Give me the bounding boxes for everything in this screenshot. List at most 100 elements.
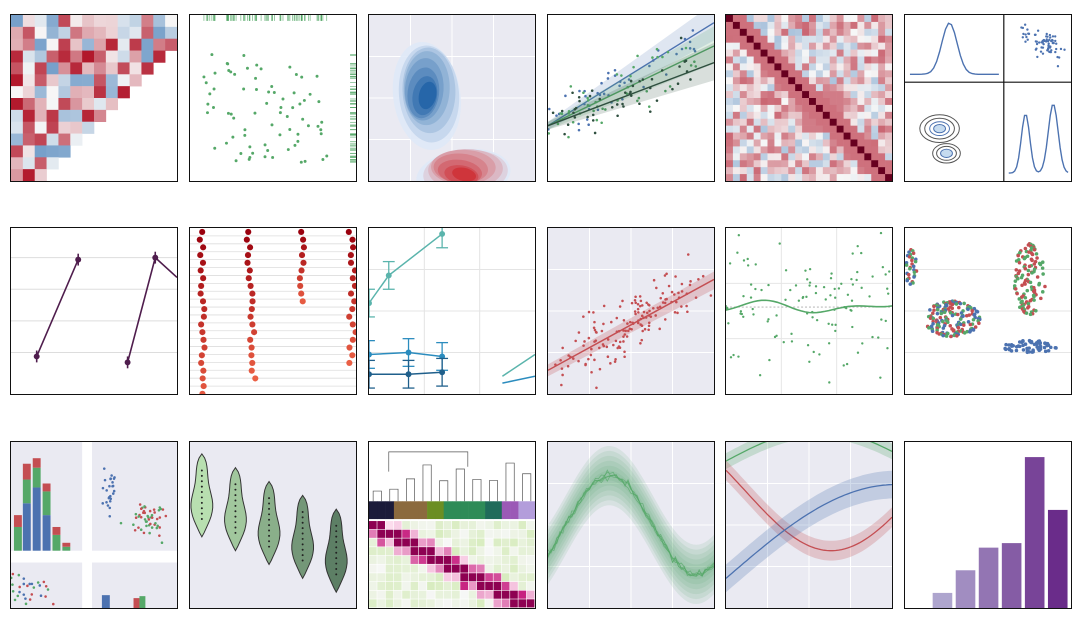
clustermap-cell bbox=[493, 564, 502, 573]
heatmap-cell bbox=[726, 21, 734, 30]
heatmap-cell bbox=[815, 174, 824, 181]
scatter-point bbox=[596, 108, 600, 112]
swarm-point bbox=[942, 310, 947, 314]
strip-dot bbox=[352, 329, 356, 336]
heatmap-cell bbox=[878, 118, 886, 126]
heatmap-cell bbox=[871, 111, 879, 120]
heatmap-cell bbox=[836, 111, 844, 120]
heatmap-cell bbox=[850, 77, 858, 85]
heatmap-cell bbox=[739, 35, 748, 43]
scatter-point bbox=[263, 143, 267, 147]
heatmap-cell bbox=[753, 174, 761, 181]
clustermap-cell bbox=[501, 521, 510, 530]
row-color-band bbox=[443, 501, 453, 520]
strip-dot bbox=[197, 252, 204, 259]
scatter-point bbox=[155, 517, 159, 521]
ci-band bbox=[726, 442, 892, 469]
heatmap-cell bbox=[878, 84, 886, 92]
clustermap-cell bbox=[402, 529, 410, 538]
scatter-point bbox=[251, 151, 255, 155]
heatmap-cell bbox=[46, 38, 59, 51]
heatmap-cell bbox=[871, 84, 879, 92]
heatmap-cell bbox=[809, 167, 817, 175]
scatter-point bbox=[628, 320, 632, 324]
heatmap-cell bbox=[815, 49, 824, 57]
scatter-point bbox=[110, 474, 113, 477]
scatter-point bbox=[737, 355, 740, 358]
clustermap-cell bbox=[485, 581, 493, 591]
scatter-point bbox=[627, 329, 630, 333]
heatmap-cell bbox=[141, 62, 154, 75]
heatmap-cell bbox=[767, 63, 775, 71]
scatter-point bbox=[22, 577, 26, 580]
swarm-point bbox=[1014, 259, 1019, 263]
heatmap-cell bbox=[788, 70, 796, 78]
heatmap-cell bbox=[802, 98, 810, 106]
heatmap-cell bbox=[829, 153, 837, 161]
heatmap-cell bbox=[802, 139, 810, 147]
scatter-point bbox=[213, 146, 217, 150]
clustermap-cell bbox=[418, 547, 427, 556]
heatmap-cell bbox=[809, 49, 817, 57]
scatter-point bbox=[887, 292, 890, 295]
clustermap-cell bbox=[385, 590, 394, 599]
heatmap-cell bbox=[815, 28, 824, 37]
heatmap-cell bbox=[795, 160, 803, 168]
heatmap-cell bbox=[732, 98, 741, 106]
heatmap-cell bbox=[850, 28, 858, 37]
scatter-point bbox=[1047, 42, 1050, 45]
scatter-point bbox=[615, 316, 619, 320]
point-marker bbox=[369, 351, 372, 358]
scatter-point bbox=[583, 340, 586, 343]
scatter-point bbox=[159, 507, 162, 511]
scatter-point bbox=[296, 139, 300, 143]
heatmap-cell bbox=[864, 132, 872, 140]
scatter-point bbox=[302, 98, 306, 102]
clustermap-cell bbox=[460, 547, 469, 556]
swarm-point bbox=[935, 307, 940, 312]
heatmap-cell bbox=[822, 91, 831, 99]
scatter-point bbox=[671, 87, 674, 91]
chart-panel-line-ci bbox=[725, 441, 893, 609]
heatmap-cell bbox=[850, 70, 858, 78]
heatmap-cell bbox=[836, 15, 844, 23]
clustermap-cell bbox=[435, 581, 444, 591]
scatter-point bbox=[145, 524, 148, 528]
chart-panel-correlation-heatmap bbox=[725, 14, 893, 182]
heatmap-cell bbox=[746, 111, 754, 120]
scatter-point bbox=[752, 313, 755, 316]
scatter-point bbox=[137, 515, 141, 518]
clustermap-cell bbox=[369, 599, 377, 608]
heatmap-cell bbox=[878, 98, 886, 106]
scatter-point bbox=[623, 355, 626, 359]
scatter-point bbox=[288, 65, 292, 69]
clustermap-cell bbox=[443, 590, 452, 599]
heatmap-cell bbox=[753, 153, 761, 161]
heatmap-cell bbox=[153, 50, 166, 63]
scatter-point bbox=[229, 112, 233, 116]
heatmap-cell bbox=[760, 167, 768, 175]
heatmap-cell bbox=[850, 42, 858, 50]
scatter-point bbox=[281, 97, 285, 101]
scatter-point bbox=[613, 68, 617, 72]
heatmap-cell bbox=[774, 70, 782, 78]
clustermap-cell bbox=[460, 581, 469, 591]
clustermap-cell bbox=[435, 573, 444, 582]
scatter-point bbox=[658, 327, 661, 331]
scatter-point bbox=[584, 362, 587, 366]
heatmap-cell bbox=[767, 118, 775, 126]
clustermap-cell bbox=[501, 529, 510, 538]
swarm-point bbox=[1039, 296, 1043, 301]
heatmap-cell bbox=[753, 21, 761, 30]
scatter-point bbox=[16, 594, 20, 598]
clustermap-cell bbox=[393, 564, 402, 573]
clustermap-cell bbox=[501, 538, 510, 547]
heatmap-cell bbox=[815, 111, 824, 120]
scatter-point bbox=[143, 505, 146, 508]
swarm-point bbox=[1027, 264, 1032, 269]
clustermap-cell bbox=[369, 555, 377, 564]
clustermap-cell bbox=[476, 590, 485, 599]
heatmap-cell bbox=[871, 56, 879, 64]
scatter-point bbox=[102, 467, 106, 470]
scatter-point bbox=[17, 573, 21, 577]
